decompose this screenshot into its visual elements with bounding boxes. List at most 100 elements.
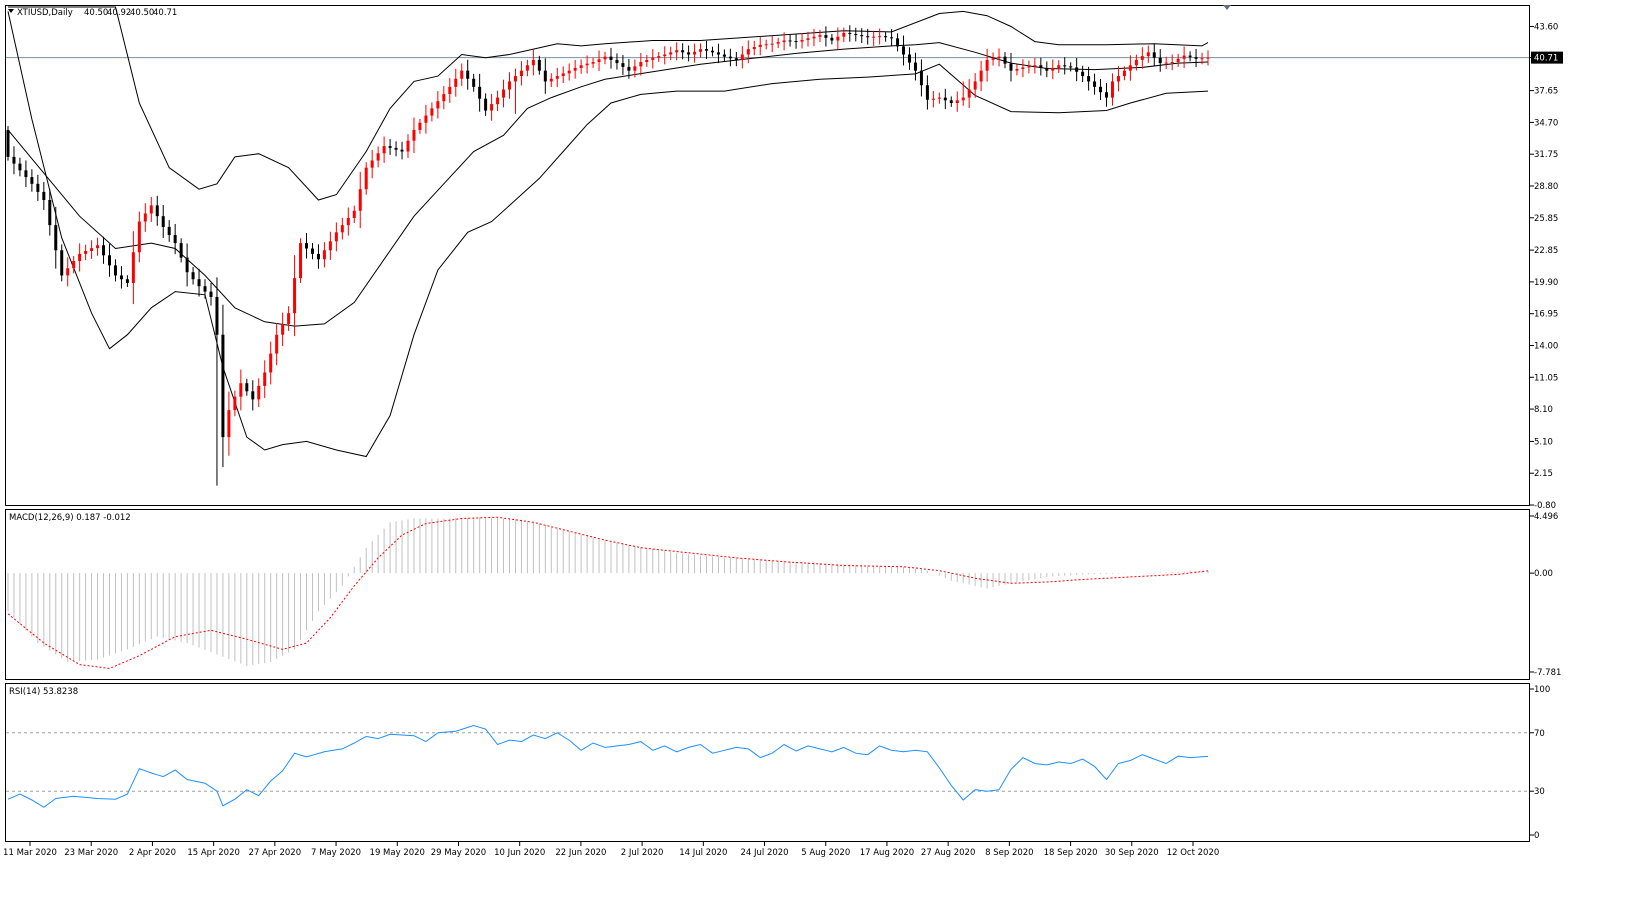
candle-up [531,59,535,66]
x-tick-label: 2 Apr 2020 [129,848,176,858]
candle-down [848,32,852,35]
candle-up [131,252,135,283]
candle-up [1140,56,1144,60]
dropdown-triangle-icon[interactable] [8,9,14,13]
ohlc-close: 40.71 [153,8,177,18]
bollinger-lower-line [7,11,1209,458]
candle-up [90,248,94,252]
candle-up [961,97,965,101]
candle-down [197,279,201,287]
candle-down [305,243,309,249]
x-axis: 11 Mar 2020 23 Mar 2020 2 Apr 2020 15 Apr 2… [3,842,1219,858]
price-tick-label: 11.05 [1534,373,1558,383]
candle-up [322,250,326,260]
candle-up [233,396,237,411]
candle-up [299,243,303,279]
candle-up [740,54,744,60]
macd-signal-line [7,516,1209,669]
candle-down [913,62,917,71]
candle-up [1015,69,1019,71]
rsi-line [7,724,1209,808]
x-tick-label: 24 Jul 2020 [740,848,788,858]
candle-up [573,67,577,71]
price-tick-label: 28.80 [1534,182,1558,192]
candle-down [1009,63,1013,71]
candle-down [1081,71,1085,77]
candle-down [884,36,888,38]
candle-down [179,243,183,258]
candle-up [597,59,601,63]
rsi-tick-label: 30 [1534,787,1545,797]
macd-tick-label: 0.00 [1534,569,1553,579]
macd-tick-label: -7.781 [1534,668,1561,678]
candle-up [776,42,780,44]
candle-down [102,245,106,256]
candle-down [1105,92,1109,98]
candle-down [615,59,619,64]
candle-up [436,101,440,109]
bollinger-bands [7,6,1209,458]
candle-down [854,34,858,36]
rsi-tick-label: 100 [1534,685,1550,695]
rsi-axis: 100 70 30 0 [1530,685,1550,841]
candle-up [525,65,529,71]
chart-root: XTIUSD,Daily 40.50 40.92 40.50 40.71 MAC… [3,5,1563,858]
candle-down [722,54,726,57]
candle-up [1033,65,1037,67]
candle-down [681,50,685,53]
macd-histogram [7,517,1209,666]
candle-down [925,85,929,100]
x-tick-label: 7 May 2020 [311,848,361,858]
x-tick-label: 8 Sep 2020 [985,848,1033,858]
macd-tick-label: 4.496 [1534,512,1558,522]
candle-up [1057,65,1061,68]
rsi-path [7,724,1209,808]
candle-up [430,108,434,116]
candle-up [746,49,750,55]
candle-up [1021,67,1025,70]
candle-down [1003,56,1007,64]
candle-down [107,255,111,266]
x-tick-label: 12 Oct 2020 [1167,848,1220,858]
chart-shift-marker-icon[interactable] [1223,5,1231,10]
candle-up [591,62,595,64]
rsi-level-lines [6,732,1529,792]
candle-up [985,59,989,71]
price-tick-label: 22.85 [1534,246,1558,256]
candle-up [454,78,458,87]
price-tick-label: 31.75 [1534,150,1558,160]
bollinger-upper-line [8,6,1209,201]
candle-down [310,248,314,254]
candle-down [203,286,207,292]
candle-up [561,73,565,77]
candle-up [818,35,822,37]
candle-down [221,334,225,438]
x-tick-label: 23 Mar 2020 [64,848,118,858]
candle-down [251,391,255,400]
candle-up [257,385,261,400]
candle-down [866,36,870,38]
candle-up [513,76,517,82]
candle-down [54,225,58,251]
x-tick-label: 5 Aug 2020 [801,848,850,858]
candle-up [496,97,500,105]
candle-up [143,213,147,222]
candle-down [466,70,470,79]
price-title: XTIUSD,Daily [17,8,73,18]
candle-up [555,76,559,79]
candle-up [340,225,344,233]
candle-up [137,221,141,253]
price-tick-label: 37.65 [1534,87,1558,97]
x-tick-label: 30 Sep 2020 [1105,848,1159,858]
candle-up [997,56,1001,59]
price-tick-label: 5.10 [1534,437,1553,447]
candle-up [549,78,553,82]
candle-up [639,62,643,67]
candle-up [585,63,589,66]
candle-up [1051,67,1055,71]
candle-up [1206,57,1210,59]
candle-down [1093,81,1097,87]
price-tick-label: -0.80 [1534,501,1556,511]
x-tick-label: 11 Mar 2020 [3,848,57,858]
candle-up [770,43,774,45]
